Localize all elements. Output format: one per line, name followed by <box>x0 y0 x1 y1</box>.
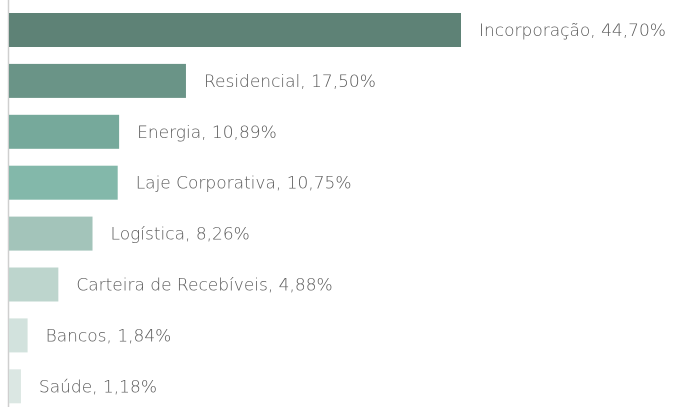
bar <box>9 267 59 302</box>
bar-label: Logística, 8,26% <box>111 225 250 245</box>
bar <box>9 63 186 98</box>
bar <box>9 165 118 200</box>
bar-label: Incorporação, 44,70% <box>479 21 666 41</box>
bar-label: Saúde, 1,18% <box>39 377 157 397</box>
bar-label: Laje Corporativa, 10,75% <box>136 174 352 194</box>
bar <box>9 13 461 47</box>
bar <box>9 318 28 353</box>
bar <box>9 369 21 404</box>
bar-label: Energia, 10,89% <box>137 123 277 143</box>
bar-label: Residencial, 17,50% <box>204 72 376 92</box>
bar-label: Bancos, 1,84% <box>46 326 172 346</box>
bar <box>9 114 120 149</box>
bar <box>9 216 93 251</box>
bar-label: Carteira de Recebíveis, 4,88% <box>76 276 332 296</box>
